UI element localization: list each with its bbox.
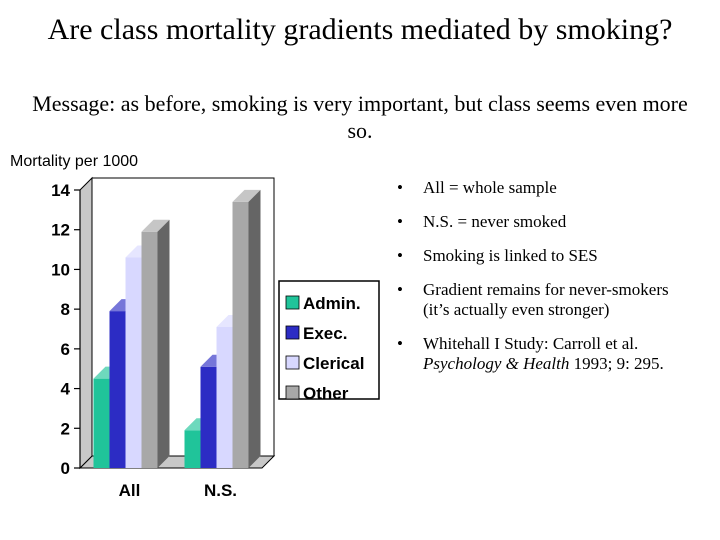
bullet-text: All = whole sample — [423, 178, 557, 197]
y-tick-label: 4 — [61, 380, 71, 399]
bullet-item: • Whitehall I Study: Carroll et al. Psych… — [395, 334, 695, 374]
bar-admin-all — [93, 378, 110, 468]
bullet-dot-icon: • — [397, 280, 403, 299]
bullet-item: • Smoking is linked to SES — [395, 246, 695, 266]
bar-side-face — [248, 189, 261, 468]
bullet-item: • N.S. = never smoked — [395, 212, 695, 232]
bullet-text: Smoking is linked to SES — [423, 246, 598, 265]
chart-side-wall — [79, 176, 93, 470]
bar-top-face — [232, 189, 261, 202]
bullet-dot-icon: • — [397, 246, 403, 265]
legend-label: Other — [303, 384, 349, 403]
bullet-journal: Psychology & Health — [423, 354, 570, 373]
legend-swatch — [285, 385, 300, 400]
legend-label: Exec. — [303, 324, 347, 343]
bullet-list: • All = whole sample • N.S. = never smoked •… — [395, 178, 695, 388]
y-tick-label: 14 — [51, 181, 70, 200]
legend-swatch — [285, 355, 300, 370]
bullet-text: Whitehall I Study: Carroll et al. — [423, 334, 639, 353]
legend-label: Admin. — [303, 294, 361, 313]
slide-title: Are class mortality gradients mediated b… — [47, 13, 673, 46]
bar-other-all — [141, 231, 158, 468]
legend-swatch — [285, 325, 300, 340]
y-tick-label: 2 — [61, 419, 70, 438]
x-category-label: N.S. — [204, 481, 237, 500]
legend-swatch — [285, 295, 300, 310]
slide-message: Message: as before, smoking is very impo… — [32, 91, 688, 143]
bar-top-face — [141, 219, 170, 232]
bullet-citation: 1993; 9: 295. — [569, 354, 664, 373]
bar-clerical-ns — [216, 327, 233, 468]
y-tick-label: 12 — [51, 221, 70, 240]
legend-label: Clerical — [303, 354, 364, 373]
bar-clerical-all — [125, 257, 142, 468]
bullet-item: • All = whole sample — [395, 178, 695, 198]
y-tick-label: 6 — [61, 340, 70, 359]
y-tick-label: 0 — [61, 459, 70, 478]
bar-side-face — [157, 219, 170, 468]
bullet-dot-icon: • — [397, 334, 403, 353]
bullet-item: • Gradient remains for never-smokers (it’… — [395, 280, 695, 320]
bullet-text: N.S. = never smoked — [423, 212, 567, 231]
bullet-text: Gradient remains for never-smokers (it’s… — [423, 280, 669, 319]
x-category-label: All — [119, 481, 141, 500]
y-axis-title: Mortality per 1000 — [10, 153, 138, 170]
y-tick-label: 10 — [51, 260, 70, 279]
y-tick-label: 8 — [61, 300, 70, 319]
bullet-dot-icon: • — [397, 178, 403, 197]
bar-admin-ns — [184, 430, 201, 468]
bar-exec-ns — [200, 366, 217, 468]
bullet-dot-icon: • — [397, 212, 403, 231]
bar-exec-all — [109, 311, 126, 468]
bar-other-ns — [232, 201, 249, 468]
